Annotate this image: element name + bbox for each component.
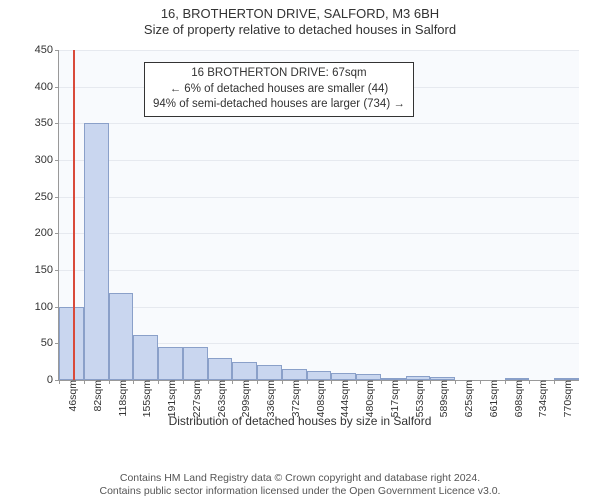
histogram-bar xyxy=(183,347,208,380)
x-tick-label: 517sqm xyxy=(387,380,401,417)
gridline xyxy=(59,197,579,198)
x-tick-label: 155sqm xyxy=(139,380,153,417)
x-tick-label: 589sqm xyxy=(436,380,450,417)
x-tick-label: 625sqm xyxy=(461,380,475,417)
x-axis-label: Distribution of detached houses by size … xyxy=(0,414,600,428)
y-tick-mark xyxy=(55,123,59,124)
annotation-line-2: ← 6% of detached houses are smaller (44) xyxy=(153,82,405,98)
footer: Contains HM Land Registry data © Crown c… xyxy=(0,472,600,498)
x-tick-mark xyxy=(406,380,407,384)
x-tick-label: 299sqm xyxy=(238,380,252,417)
x-tick-label: 118sqm xyxy=(115,380,129,417)
x-tick-mark xyxy=(208,380,209,384)
histogram-bar xyxy=(59,307,84,380)
x-tick-label: 82sqm xyxy=(90,380,104,412)
x-tick-label: 661sqm xyxy=(486,380,500,417)
x-tick-label: 263sqm xyxy=(214,380,228,417)
gridline xyxy=(59,50,579,51)
x-tick-mark xyxy=(257,380,258,384)
x-tick-label: 372sqm xyxy=(288,380,302,417)
marker-line xyxy=(73,50,75,380)
x-tick-mark xyxy=(356,380,357,384)
x-tick-mark xyxy=(133,380,134,384)
y-tick-mark xyxy=(55,160,59,161)
x-tick-mark xyxy=(59,380,60,384)
title-line-2: Size of property relative to detached ho… xyxy=(0,22,600,38)
x-tick-mark xyxy=(430,380,431,384)
title-block: 16, BROTHERTON DRIVE, SALFORD, M3 6BH Si… xyxy=(0,0,600,39)
gridline xyxy=(59,307,579,308)
y-tick-mark xyxy=(55,87,59,88)
footer-line-1: Contains HM Land Registry data © Crown c… xyxy=(0,472,600,485)
plot-area: 05010015020025030035040045046sqm82sqm118… xyxy=(58,50,579,381)
x-tick-mark xyxy=(381,380,382,384)
x-tick-mark xyxy=(109,380,110,384)
x-tick-mark xyxy=(307,380,308,384)
y-tick-mark xyxy=(55,50,59,51)
x-tick-label: 191sqm xyxy=(164,380,178,417)
histogram-bar xyxy=(257,365,282,380)
histogram-bar xyxy=(84,123,109,380)
gridline xyxy=(59,160,579,161)
title-line-1: 16, BROTHERTON DRIVE, SALFORD, M3 6BH xyxy=(0,6,600,22)
histogram-bar xyxy=(232,362,257,380)
gridline xyxy=(59,233,579,234)
histogram-bar xyxy=(282,369,307,380)
x-tick-mark xyxy=(455,380,456,384)
x-tick-label: 408sqm xyxy=(313,380,327,417)
annotation-line-1: 16 BROTHERTON DRIVE: 67sqm xyxy=(153,66,405,82)
histogram-bar xyxy=(109,293,134,380)
x-tick-mark xyxy=(158,380,159,384)
x-tick-mark xyxy=(84,380,85,384)
x-tick-mark xyxy=(282,380,283,384)
footer-line-2: Contains public sector information licen… xyxy=(0,485,600,498)
x-tick-label: 227sqm xyxy=(189,380,203,417)
histogram-bar xyxy=(307,371,332,380)
x-tick-label: 770sqm xyxy=(560,380,574,417)
x-tick-label: 46sqm xyxy=(65,380,79,412)
x-tick-mark xyxy=(529,380,530,384)
annotation-line-3: 94% of semi-detached houses are larger (… xyxy=(153,97,405,113)
y-tick-mark xyxy=(55,270,59,271)
annotation-box: 16 BROTHERTON DRIVE: 67sqm ← 6% of detac… xyxy=(144,62,414,117)
histogram-bar xyxy=(158,347,183,380)
x-tick-label: 444sqm xyxy=(337,380,351,417)
gridline xyxy=(59,123,579,124)
x-tick-label: 698sqm xyxy=(511,380,525,417)
x-tick-label: 336sqm xyxy=(263,380,277,417)
x-tick-mark xyxy=(480,380,481,384)
y-tick-mark xyxy=(55,197,59,198)
x-tick-label: 480sqm xyxy=(362,380,376,417)
y-tick-mark xyxy=(55,233,59,234)
chart-container: Number of detached properties 0501001502… xyxy=(0,40,600,460)
x-tick-mark xyxy=(183,380,184,384)
x-tick-mark xyxy=(331,380,332,384)
histogram-bar xyxy=(208,358,233,380)
x-tick-label: 553sqm xyxy=(412,380,426,417)
histogram-bar xyxy=(331,373,356,380)
x-tick-mark xyxy=(505,380,506,384)
x-tick-mark xyxy=(232,380,233,384)
histogram-bar xyxy=(133,335,158,380)
x-tick-label: 734sqm xyxy=(535,380,549,417)
x-tick-mark xyxy=(554,380,555,384)
gridline xyxy=(59,270,579,271)
